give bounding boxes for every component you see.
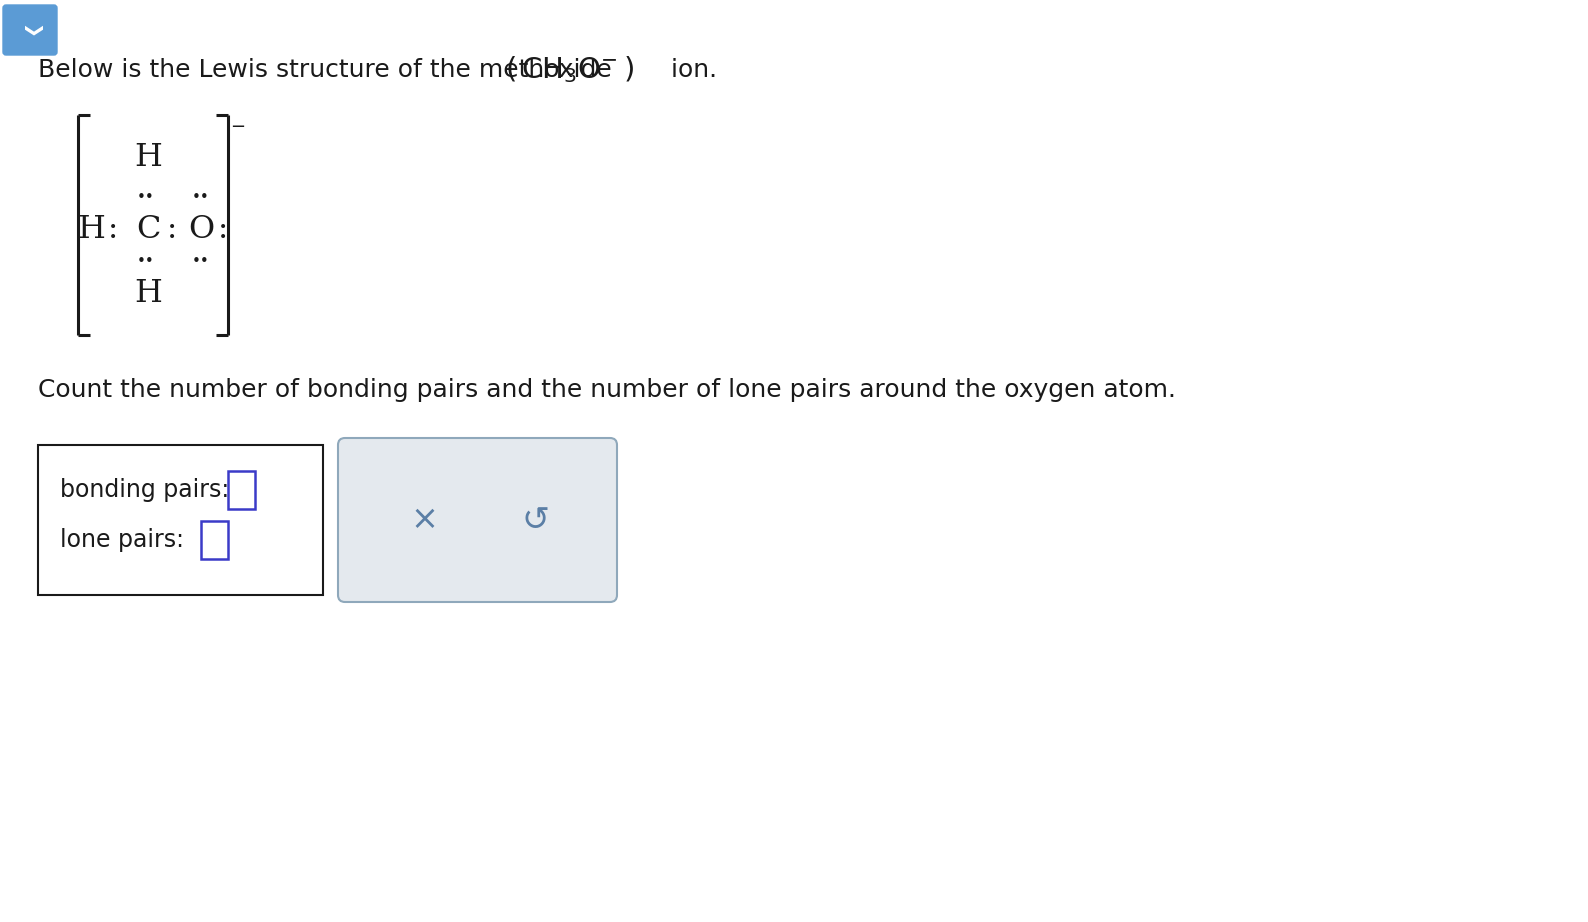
Text: ••: •• [192,191,210,206]
Text: H: H [78,215,105,245]
Text: :: : [167,215,178,245]
FancyBboxPatch shape [3,5,57,55]
Text: ••: •• [137,254,156,269]
Text: $\left(\,\mathregular{CH_3O}^{\mathregular{-}}\,\right)$: $\left(\,\mathregular{CH_3O}^{\mathregul… [505,54,634,86]
Text: H: H [133,141,162,172]
Text: H: H [133,278,162,309]
Text: ••: •• [192,254,210,269]
Bar [229,471,256,509]
Text: Below is the Lewis structure of the methoxide: Below is the Lewis structure of the meth… [38,58,619,82]
Text: C: C [135,215,160,245]
Text: ↺: ↺ [522,503,549,537]
Text: O: O [187,215,214,245]
Bar [202,521,229,559]
FancyBboxPatch shape [338,438,618,602]
Text: ×: × [411,503,438,537]
Text: ••: •• [137,191,156,206]
Text: ❯: ❯ [21,25,40,40]
Bar [38,445,322,595]
Text: ion.: ion. [664,58,718,82]
Text: bonding pairs:: bonding pairs: [60,478,237,502]
Text: lone pairs:: lone pairs: [60,528,192,552]
Text: :: : [218,215,229,245]
Text: Count the number of bonding pairs and the number of lone pairs around the oxygen: Count the number of bonding pairs and th… [38,378,1177,402]
Text: :: : [108,215,118,245]
Text: −: − [230,118,245,136]
